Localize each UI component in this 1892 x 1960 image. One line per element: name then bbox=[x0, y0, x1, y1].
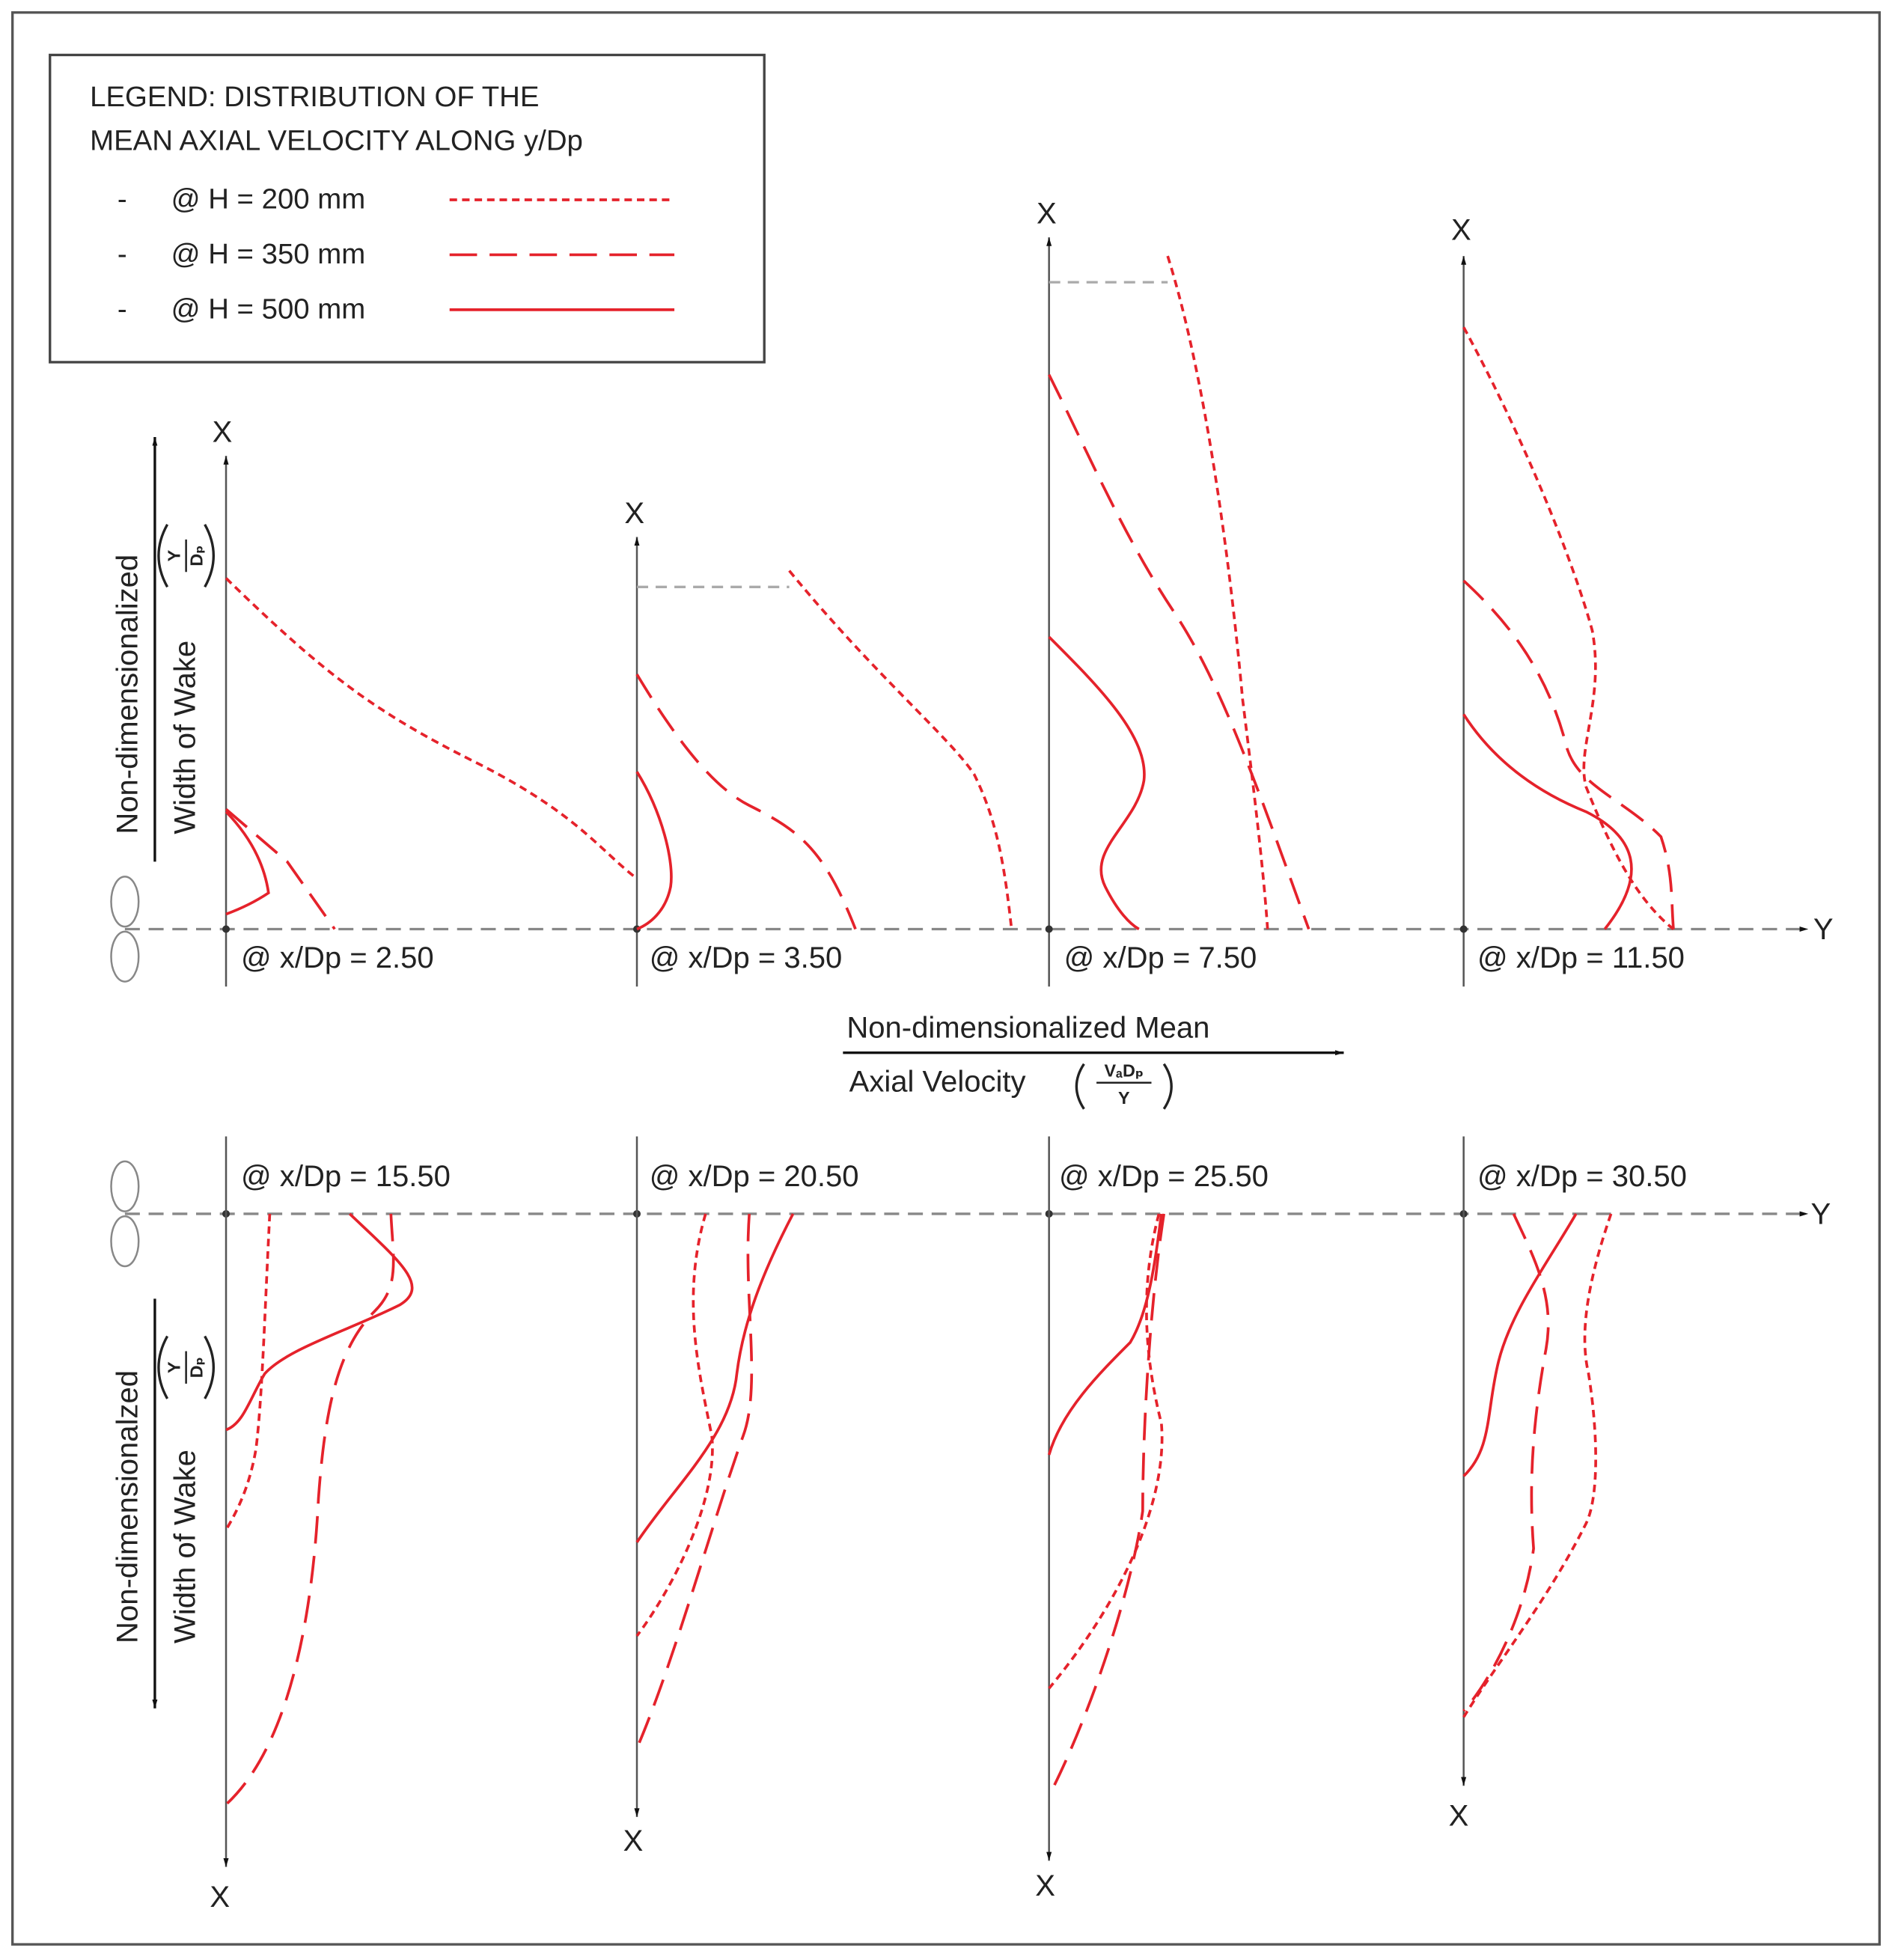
rotated-text: Width of Wake Y Dₚ bbox=[157, 1335, 216, 1643]
profile-500 bbox=[635, 771, 673, 931]
profile-350 bbox=[225, 1213, 395, 1806]
legend-bullet: - bbox=[118, 238, 127, 270]
x-axis-letter: X bbox=[1449, 1800, 1469, 1833]
profiles-top bbox=[225, 255, 1675, 931]
axis-title: Non-dimensionalized Mean bbox=[846, 1012, 1209, 1045]
wake-axis-bottom: Non-dimensionalzed Width of Wake Y Dₚ bbox=[112, 1298, 216, 1709]
profile-200 bbox=[1462, 1213, 1613, 1718]
profile-350 bbox=[1462, 1213, 1550, 1712]
profile-500 bbox=[225, 810, 270, 916]
parenthesis bbox=[1075, 1063, 1173, 1110]
profile-200 bbox=[225, 577, 635, 878]
parenthesis bbox=[157, 1335, 216, 1399]
axis-title: Axial Velocity bbox=[849, 1065, 1026, 1098]
axis-title: Width of Wake bbox=[168, 1450, 201, 1643]
axis-title: Non-dimensionalized bbox=[112, 555, 144, 834]
x-axis-letter: X bbox=[623, 1825, 644, 1857]
profile-200 bbox=[1166, 255, 1269, 929]
profile-350 bbox=[1048, 373, 1310, 930]
propeller-icon bbox=[110, 1160, 140, 1268]
x-axis-letter: X bbox=[210, 1881, 230, 1914]
panel-label: @ x/Dp = 7.50 bbox=[1064, 941, 1257, 974]
fraction-numerator: Y bbox=[164, 549, 183, 561]
profiles-bottom bbox=[225, 1212, 1613, 1806]
legend-title: LEGEND: DISTRIBUTION OF THE bbox=[90, 81, 539, 113]
x-axis-letter: X bbox=[1035, 1869, 1055, 1902]
fraction-denominator: Y bbox=[1118, 1088, 1130, 1108]
x-axis-letter: X bbox=[624, 497, 644, 530]
propeller-icon bbox=[110, 876, 140, 983]
velocity-axis-title: Non-dimensionalized Mean Axial Velocity … bbox=[843, 1012, 1344, 1110]
panel-label: @ x/Dp = 3.50 bbox=[650, 941, 843, 974]
legend-bullet: - bbox=[118, 293, 127, 326]
panel-label: @ x/Dp = 2.50 bbox=[241, 941, 434, 974]
profile-200 bbox=[635, 1213, 714, 1637]
legend-label: @ H = 200 mm bbox=[171, 183, 366, 216]
fraction-denominator: Dₚ bbox=[186, 1357, 206, 1378]
panel-label: @ x/Dp = 11.50 bbox=[1477, 941, 1685, 974]
x-axis-letter: X bbox=[1451, 213, 1471, 246]
panel-label: @ x/Dp = 20.50 bbox=[650, 1160, 859, 1193]
profile-200 bbox=[225, 1213, 272, 1531]
profile-500 bbox=[1462, 1213, 1578, 1477]
profile-500 bbox=[1047, 1213, 1163, 1456]
axis-title: Non-dimensionalzed bbox=[112, 1370, 144, 1643]
legend-bullet: - bbox=[118, 183, 127, 216]
y-axis-letter: Y bbox=[1813, 913, 1834, 946]
profile-350 bbox=[635, 1213, 754, 1749]
profile-200 bbox=[788, 570, 1013, 929]
legend: LEGEND: DISTRIBUTION OF THE MEAN AXIAL V… bbox=[49, 53, 766, 364]
profile-350 bbox=[1048, 1213, 1165, 1797]
profile-500 bbox=[1462, 713, 1633, 930]
x-axis-letter: X bbox=[1037, 198, 1057, 231]
profile-500 bbox=[1048, 635, 1146, 931]
profile-200 bbox=[1462, 326, 1675, 930]
y-axis-letter: Y bbox=[1811, 1197, 1831, 1230]
fraction-numerator: VₐDₚ bbox=[1105, 1060, 1144, 1080]
panel-label: @ x/Dp = 30.50 bbox=[1477, 1160, 1687, 1193]
panel-label: @ x/Dp = 15.50 bbox=[241, 1160, 451, 1193]
profile-350 bbox=[635, 674, 857, 930]
x-axis-letter: X bbox=[213, 416, 233, 449]
legend-label: @ H = 350 mm bbox=[171, 238, 366, 270]
rotated-text: Non-dimensionalized bbox=[112, 555, 144, 834]
legend-label: @ H = 500 mm bbox=[171, 293, 366, 326]
wake-axis-top: Non-dimensionalized Width of Wake Y Dₚ bbox=[112, 437, 216, 862]
rotated-text: Non-dimensionalzed bbox=[112, 1370, 144, 1643]
profile-350 bbox=[1462, 579, 1675, 929]
panel-label: @ x/Dp = 25.50 bbox=[1059, 1160, 1269, 1193]
legend-title: MEAN AXIAL VELOCITY ALONG y/Dp bbox=[90, 124, 583, 156]
rotated-text: Width of Wake Y Dₚ bbox=[157, 524, 216, 834]
profile-350 bbox=[225, 807, 336, 930]
axis-title: Width of Wake bbox=[168, 641, 201, 834]
fraction-denominator: Dₚ bbox=[186, 546, 206, 567]
fraction-numerator: Y bbox=[164, 1361, 183, 1373]
profile-500 bbox=[635, 1213, 795, 1543]
profile-500 bbox=[225, 1212, 414, 1432]
parenthesis bbox=[157, 524, 216, 588]
